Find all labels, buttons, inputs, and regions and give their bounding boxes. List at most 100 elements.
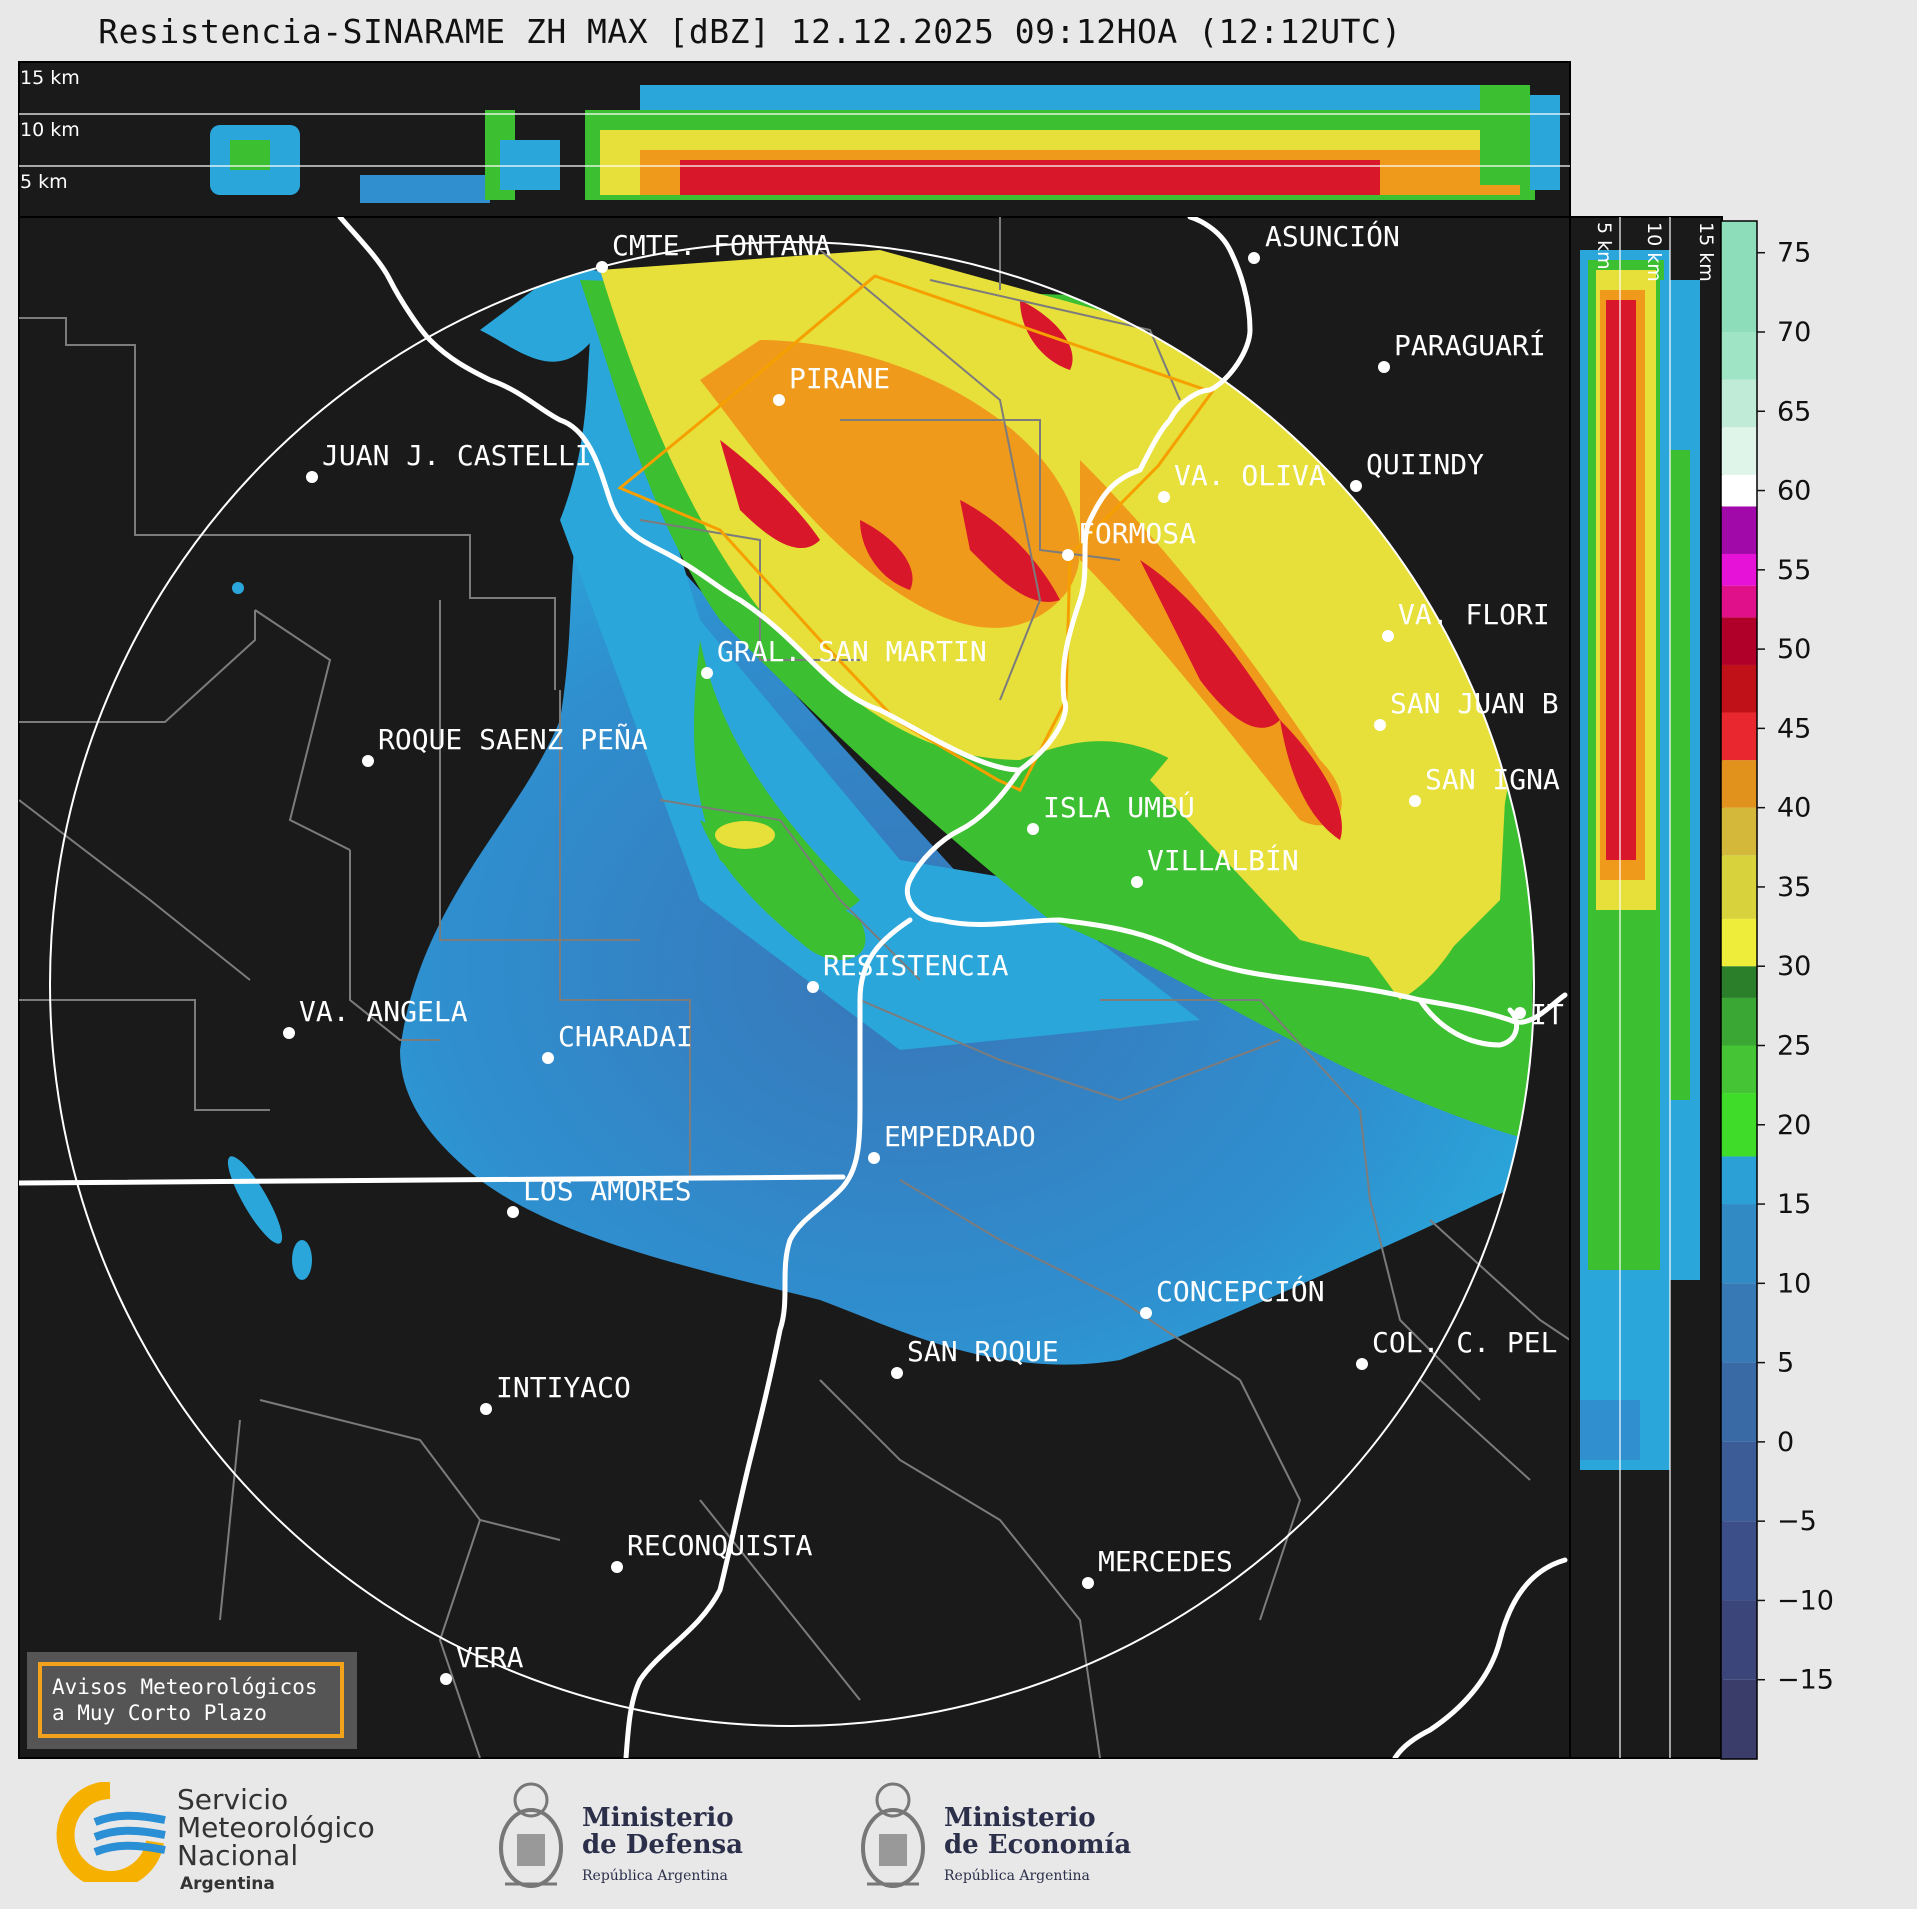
place-reconquista: RECONQUISTA [611, 1529, 813, 1573]
right-height-label-10: 10 km [1643, 222, 1665, 282]
place-san-roque: SAN ROQUE [891, 1335, 1059, 1379]
place-intiyaco: INTIYACO [480, 1371, 631, 1415]
svg-text:QUIINDY: QUIINDY [1366, 448, 1484, 481]
colorbar-band-22 [1721, 474, 1757, 507]
colorbar-band-1 [1721, 1600, 1757, 1680]
colorbar-band-11 [1721, 966, 1757, 998]
svg-text:RECONQUISTA: RECONQUISTA [627, 1529, 813, 1562]
svg-text:CHARADAI: CHARADAI [558, 1020, 693, 1053]
svg-text:COL. C. PEL: COL. C. PEL [1372, 1326, 1557, 1359]
economia-seal-icon [861, 1782, 925, 1888]
colorbar-band-5 [1721, 1283, 1757, 1363]
svg-text:FORMOSA: FORMOSA [1078, 517, 1196, 550]
colorbar-band-2 [1721, 1521, 1757, 1601]
colorbar-band-20 [1721, 553, 1757, 586]
place-gral-san-martin: GRAL. SAN MARTIN [701, 635, 987, 679]
svg-text:MERCEDES: MERCEDES [1098, 1545, 1233, 1578]
place-juan-j-castelli: JUAN J. CASTELLI [306, 439, 592, 483]
colorbar-tick-label: 65 [1777, 396, 1811, 427]
top-height-label-15: 15 km [20, 67, 80, 89]
radar-map: CMTE. FONTANA ASUNCIÓN PARAGUARÍ PIRANE … [18, 216, 1571, 1759]
colorbar-tick-label: 0 [1777, 1427, 1794, 1458]
colorbar-tick-label: 35 [1777, 872, 1811, 903]
colorbar-band-15 [1721, 760, 1757, 808]
colorbar-band-21 [1721, 506, 1757, 554]
colorbar-band-18 [1721, 617, 1757, 665]
place-roque-saenz-pena: ROQUE SAENZ PEÑA [362, 722, 648, 767]
top-height-label-5: 5 km [20, 171, 68, 193]
colorbar-tick-label: 30 [1777, 951, 1811, 982]
colorbar-band-16 [1721, 712, 1757, 761]
notice-line-2: a Muy Corto Plazo [52, 1701, 267, 1725]
colorbar-band-25 [1721, 331, 1757, 380]
place-vera: VERA [440, 1641, 524, 1685]
colorbar-band-26 [1721, 221, 1757, 332]
svg-text:RESISTENCIA: RESISTENCIA [823, 949, 1009, 982]
colorbar-band-0 [1721, 1679, 1757, 1759]
svg-text:IT: IT [1530, 998, 1564, 1031]
svg-text:INTIYACO: INTIYACO [496, 1371, 631, 1404]
svg-text:GRAL. SAN MARTIN: GRAL. SAN MARTIN [717, 635, 987, 668]
colorbar-band-14 [1721, 807, 1757, 856]
smn-logo-icon [56, 1782, 166, 1882]
place-isla-umbu: ISLA UMBÚ [1027, 790, 1195, 835]
place-empedrado: EMPEDRADO [868, 1120, 1036, 1164]
place-mercedes: MERCEDES [1082, 1545, 1233, 1589]
svg-text:CONCEPCIÓN: CONCEPCIÓN [1156, 1274, 1325, 1308]
colorbar-tick-label: 45 [1777, 713, 1811, 744]
place-san-juan-b: SAN JUAN B [1374, 687, 1559, 731]
colorbar-band-7 [1721, 1156, 1757, 1205]
colorbar-tick-label: 20 [1777, 1110, 1811, 1141]
place-cmte-fontana: CMTE. FONTANA [596, 229, 831, 273]
notice-box: Avisos Meteorológicos a Muy Corto Plazo [38, 1662, 344, 1738]
right-height-label-5: 5 km [1593, 222, 1615, 270]
colorbar-tick-label: −5 [1777, 1506, 1817, 1537]
colorbar-band-23 [1721, 427, 1757, 475]
place-san-ignacio: SAN IGNA [1409, 763, 1560, 807]
colorbar-tick-label: 5 [1777, 1348, 1794, 1379]
defensa-seal-icon [499, 1782, 563, 1888]
svg-text:CMTE. FONTANA: CMTE. FONTANA [612, 229, 831, 262]
top-cross-section: 15 km 10 km 5 km [18, 61, 1571, 218]
svg-text:VA. ANGELA: VA. ANGELA [299, 995, 468, 1028]
notice-background [27, 1652, 357, 1749]
top-height-label-10: 10 km [20, 119, 80, 141]
warning-polygon [617, 274, 1215, 792]
svg-text:SAN ROQUE: SAN ROQUE [907, 1335, 1059, 1368]
place-col-c-pellegrini: COL. C. PEL [1356, 1326, 1557, 1370]
svg-text:ISLA UMBÚ: ISLA UMBÚ [1043, 790, 1195, 824]
svg-text:PARAGUARÍ: PARAGUARÍ [1394, 328, 1546, 362]
colorbar-band-12 [1721, 918, 1757, 967]
colorbar-band-24 [1721, 379, 1757, 428]
place-los-amores: LOS AMORES [507, 1174, 692, 1218]
svg-text:VERA: VERA [456, 1641, 524, 1674]
svg-text:VA. OLIVA: VA. OLIVA [1174, 459, 1326, 492]
colorbar-band-3 [1721, 1441, 1757, 1522]
map-title: Resistencia-SINARAME ZH MAX [dBZ] 12.12.… [98, 12, 1402, 51]
svg-text:ASUNCIÓN: ASUNCIÓN [1265, 219, 1400, 253]
colorbar-tick-label: −15 [1777, 1665, 1834, 1696]
right-cross-section: 5 km 10 km 15 km [1569, 216, 1723, 1759]
place-pirane: PIRANE [773, 362, 890, 406]
colorbar-tick-label: 75 [1777, 238, 1811, 269]
colorbar-band-10 [1721, 997, 1757, 1046]
colorbar-band-17 [1721, 664, 1757, 713]
range-ring [49, 241, 1535, 1727]
svg-text:JUAN J. CASTELLI: JUAN J. CASTELLI [322, 439, 592, 472]
place-ita: IT [1514, 998, 1564, 1031]
colorbar-band-9 [1721, 1045, 1757, 1094]
place-concepcion: CONCEPCIÓN [1140, 1274, 1325, 1319]
colorbar-band-8 [1721, 1093, 1757, 1157]
colorbar-tick-label: 60 [1777, 476, 1811, 507]
smn-name: Servicio Meteorológico Nacional Argentin… [177, 1783, 375, 1895]
place-formosa: FORMOSA [1062, 517, 1196, 561]
colorbar-tick-label: 55 [1777, 555, 1811, 586]
economia-name: Ministerio de Economía República Argenti… [944, 1803, 1132, 1885]
colorbar-tick-label: 40 [1777, 793, 1811, 824]
svg-text:EMPEDRADO: EMPEDRADO [884, 1120, 1036, 1153]
place-villalbin: VILLALBÍN [1131, 843, 1299, 888]
svg-text:SAN IGNA: SAN IGNA [1425, 763, 1560, 796]
svg-text:ROQUE SAENZ PEÑA: ROQUE SAENZ PEÑA [378, 722, 648, 756]
